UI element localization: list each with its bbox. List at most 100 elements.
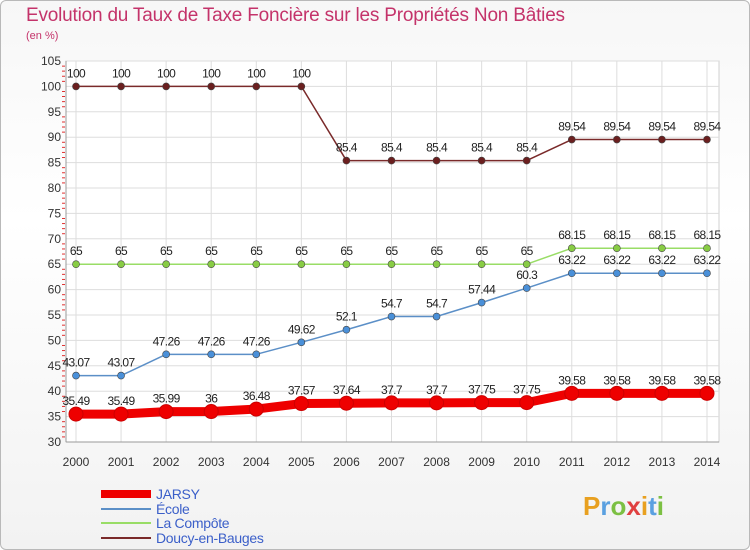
x-tick-label: 2011: [559, 455, 585, 469]
data-point: [297, 338, 306, 347]
logo-letter: x: [626, 491, 641, 521]
data-label: 60.3: [516, 268, 538, 282]
data-point: [387, 312, 396, 321]
data-label: 37.7: [381, 383, 403, 397]
legend-swatch: [101, 490, 151, 498]
data-label: 100: [67, 66, 86, 80]
x-tick-label: 2001: [108, 455, 135, 469]
y-tick-label: 65: [48, 257, 62, 271]
data-label: 35.99: [153, 392, 181, 406]
data-point: [342, 260, 351, 269]
legend-label: Doucy-en-Bauges: [156, 530, 264, 546]
data-label: 54.7: [381, 297, 403, 311]
data-point: [383, 395, 399, 411]
y-tick-label: 60: [48, 283, 62, 297]
data-label: 52.1: [336, 310, 358, 324]
data-point: [613, 135, 621, 144]
x-tick-label: 2010: [513, 455, 540, 469]
data-point: [117, 260, 125, 269]
y-tick-label: 40: [48, 384, 62, 398]
data-label: 68.15: [603, 228, 631, 242]
data-point: [72, 371, 80, 380]
data-point: [658, 244, 666, 252]
x-tick-label: 2013: [649, 455, 676, 469]
data-label: 35.49: [108, 394, 136, 408]
data-point: [519, 395, 535, 411]
x-tick-label: 2000: [63, 455, 90, 469]
data-label: 68.15: [648, 228, 676, 242]
data-point: [342, 156, 351, 165]
legend-swatch: [101, 508, 151, 510]
data-label: 85.4: [381, 141, 403, 155]
data-point: [567, 244, 576, 252]
data-label: 39.58: [693, 373, 721, 387]
data-label: 65: [70, 244, 83, 258]
logo-letter: i: [656, 491, 664, 521]
data-label: 89.54: [603, 120, 631, 134]
proxiti-logo: Proxiti: [583, 491, 664, 522]
data-point: [252, 82, 261, 91]
data-label: 65: [430, 244, 443, 258]
x-tick-label: 2008: [423, 455, 450, 469]
data-point: [703, 244, 711, 252]
plot-area: [65, 60, 720, 443]
x-tick-label: 2003: [198, 455, 225, 469]
data-label: 63.22: [648, 253, 676, 267]
data-label: 68.15: [693, 228, 721, 242]
data-label: 85.4: [516, 141, 538, 155]
data-point: [658, 269, 666, 278]
data-point: [117, 82, 125, 91]
data-point: [162, 350, 170, 359]
data-label: 100: [292, 66, 311, 80]
data-label: 43.07: [108, 356, 136, 370]
data-point: [297, 260, 306, 269]
data-label: 39.58: [648, 373, 676, 387]
data-point: [252, 350, 261, 359]
data-label: 65: [205, 244, 218, 258]
data-label: 47.26: [243, 334, 271, 348]
legend-label: École: [156, 501, 190, 517]
data-point: [162, 82, 170, 91]
data-point: [522, 156, 531, 165]
data-label: 37.64: [333, 383, 361, 397]
y-tick-label: 95: [48, 105, 62, 119]
data-label: 65: [115, 244, 128, 258]
chart-unit-label: (en %): [26, 30, 59, 42]
data-label: 65: [521, 244, 534, 258]
data-label: 37.75: [513, 383, 541, 397]
y-tick-label: 90: [48, 130, 62, 144]
logo-letter: P: [583, 491, 601, 521]
logo-letter: o: [610, 491, 627, 521]
x-tick-label: 2005: [288, 455, 315, 469]
y-tick-label: 85: [48, 156, 62, 170]
data-point: [72, 82, 80, 91]
data-label: 63.22: [603, 253, 631, 267]
data-point: [477, 260, 486, 269]
data-point: [609, 385, 625, 401]
y-tick-label: 100: [41, 79, 61, 93]
data-point: [293, 396, 309, 412]
data-label: 68.15: [558, 228, 586, 242]
data-point: [248, 401, 264, 417]
x-tick-label: 2004: [243, 455, 270, 469]
x-tick-label: 2012: [603, 455, 630, 469]
data-label: 85.4: [336, 141, 358, 155]
y-tick-label: 35: [48, 410, 62, 424]
data-point: [117, 371, 125, 380]
data-label: 54.7: [426, 297, 448, 311]
data-label: 49.62: [288, 322, 316, 336]
data-point: [429, 395, 445, 411]
data-point: [522, 284, 531, 292]
logo-letter: t: [648, 491, 657, 521]
y-tick-label: 45: [48, 359, 62, 373]
data-label: 65: [476, 244, 489, 258]
data-label: 63.22: [558, 253, 586, 267]
data-label: 39.58: [603, 373, 631, 387]
data-point: [207, 82, 216, 91]
data-label: 100: [157, 66, 176, 80]
legend-item-doucy-en-bauges: Doucy-en-Bauges: [101, 530, 321, 546]
y-tick-label: 80: [48, 181, 62, 195]
x-tick-label: 2009: [468, 455, 495, 469]
data-label: 63.22: [693, 253, 721, 267]
